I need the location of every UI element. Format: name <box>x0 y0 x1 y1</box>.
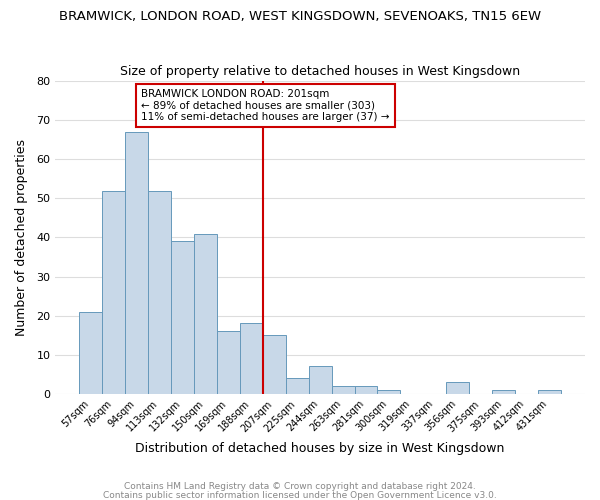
Text: Contains public sector information licensed under the Open Government Licence v3: Contains public sector information licen… <box>103 491 497 500</box>
Bar <box>308 366 332 394</box>
Text: BRAMWICK, LONDON ROAD, WEST KINGSDOWN, SEVENOAKS, TN15 6EW: BRAMWICK, LONDON ROAD, WEST KINGSDOWN, S… <box>59 10 541 23</box>
Bar <box>355 386 377 394</box>
Text: BRAMWICK LONDON ROAD: 201sqm
← 89% of detached houses are smaller (303)
11% of s: BRAMWICK LONDON ROAD: 201sqm ← 89% of de… <box>142 89 390 122</box>
Bar <box>194 234 217 394</box>
Bar <box>79 312 103 394</box>
Text: Contains HM Land Registry data © Crown copyright and database right 2024.: Contains HM Land Registry data © Crown c… <box>124 482 476 491</box>
Bar <box>332 386 355 394</box>
Bar <box>446 382 469 394</box>
Bar <box>240 324 263 394</box>
Bar <box>263 335 286 394</box>
Bar <box>171 242 194 394</box>
Bar <box>217 332 240 394</box>
Bar <box>125 132 148 394</box>
Bar <box>103 190 125 394</box>
X-axis label: Distribution of detached houses by size in West Kingsdown: Distribution of detached houses by size … <box>136 442 505 455</box>
Y-axis label: Number of detached properties: Number of detached properties <box>15 139 28 336</box>
Bar <box>286 378 308 394</box>
Bar <box>377 390 400 394</box>
Bar <box>492 390 515 394</box>
Bar <box>538 390 561 394</box>
Bar <box>148 190 171 394</box>
Title: Size of property relative to detached houses in West Kingsdown: Size of property relative to detached ho… <box>120 66 520 78</box>
